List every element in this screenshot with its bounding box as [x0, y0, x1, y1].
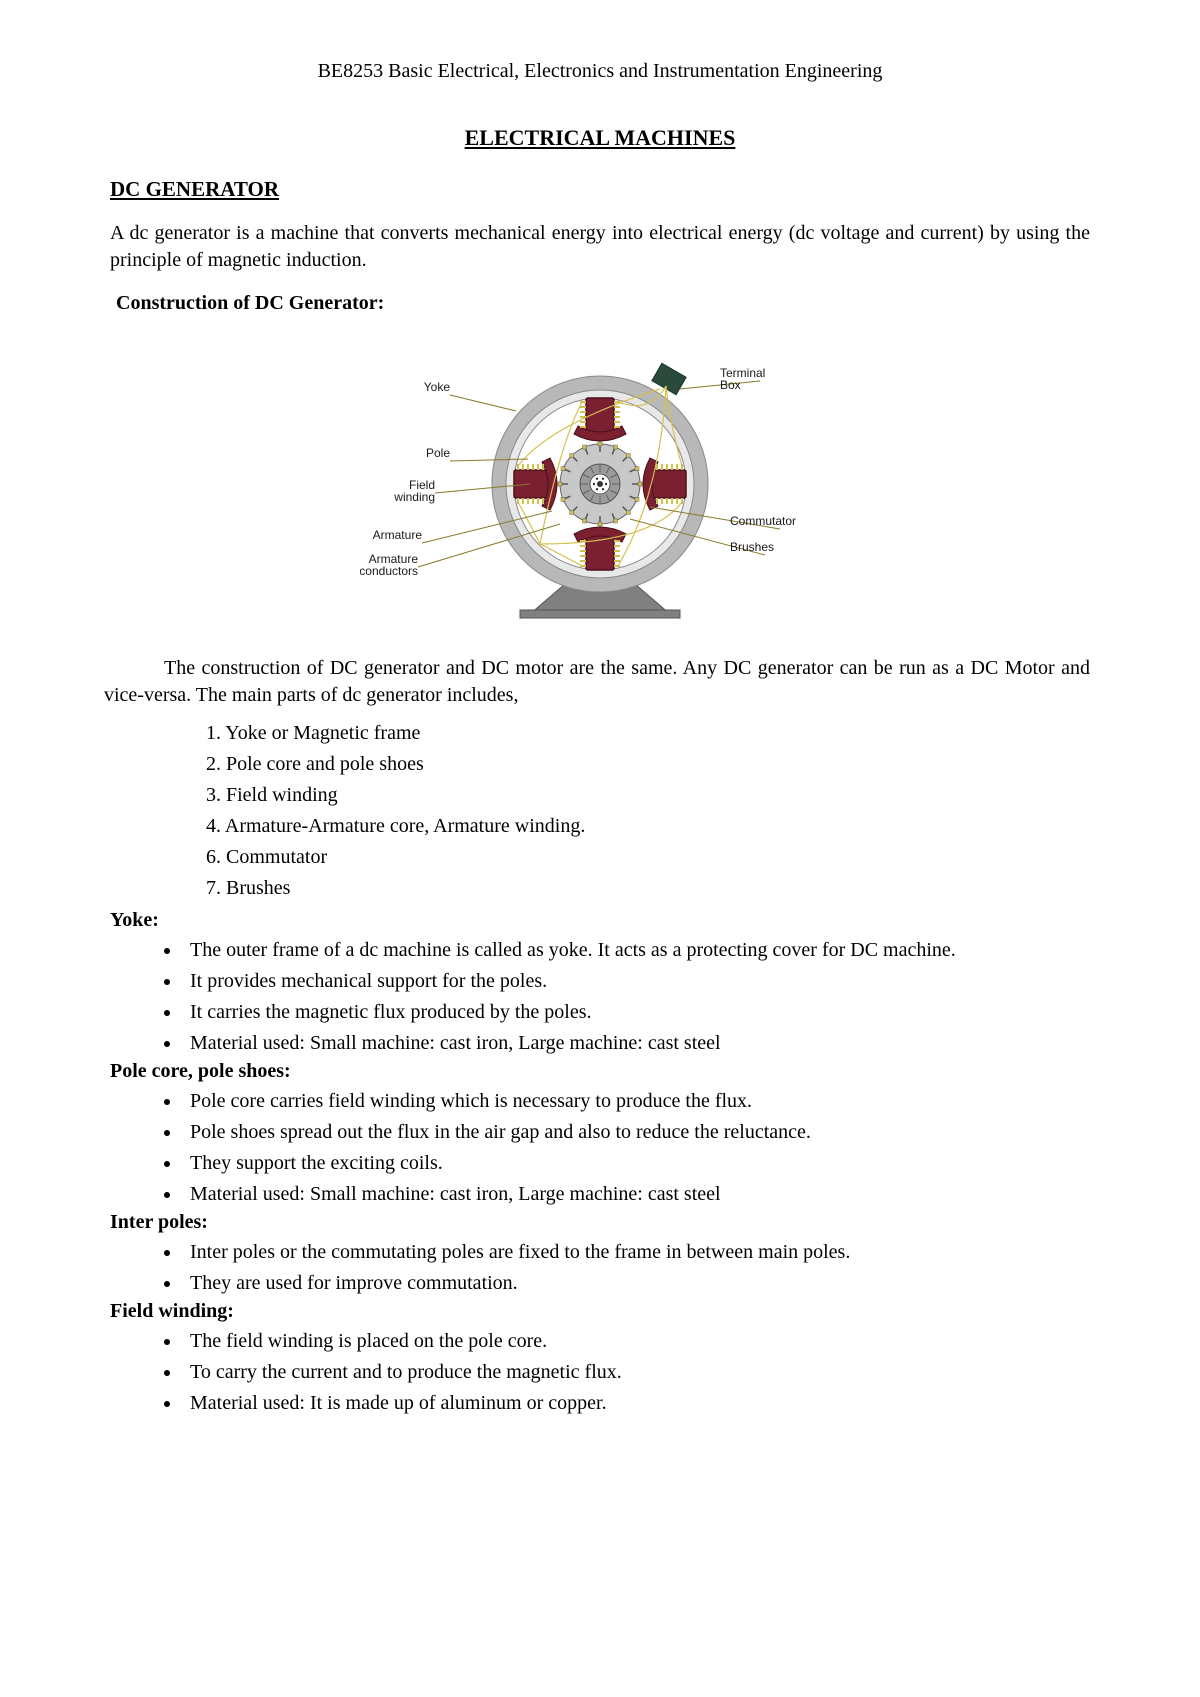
- document-page: BE8253 Basic Electrical, Electronics and…: [0, 0, 1200, 1697]
- bullet-list: The outer frame of a dc machine is calle…: [110, 936, 1090, 1058]
- bullet-item: To carry the current and to produce the …: [182, 1358, 1090, 1387]
- parts-list-item: 6. Commutator: [206, 843, 1090, 872]
- parts-list-item: 1. Yoke or Magnetic frame: [206, 719, 1090, 748]
- svg-text:Commutator: Commutator: [730, 514, 796, 528]
- svg-text:conductors: conductors: [360, 564, 418, 578]
- svg-text:Pole: Pole: [426, 446, 450, 460]
- intro-paragraph: A dc generator is a machine that convert…: [110, 220, 1090, 274]
- bullet-item: Material used: Small machine: cast iron,…: [182, 1180, 1090, 1209]
- bullet-item: The field winding is placed on the pole …: [182, 1327, 1090, 1356]
- bullet-item: They are used for improve commutation.: [182, 1269, 1090, 1298]
- subsection-heading: Inter poles:: [110, 1211, 1090, 1234]
- bullet-item: Material used: It is made up of aluminum…: [182, 1389, 1090, 1418]
- bullet-item: It provides mechanical support for the p…: [182, 967, 1090, 996]
- parts-list-item: 2. Pole core and pole shoes: [206, 750, 1090, 779]
- svg-text:winding: winding: [393, 490, 435, 504]
- page-title: ELECTRICAL MACHINES: [110, 125, 1090, 151]
- bullet-item: Pole core carries field winding which is…: [182, 1087, 1090, 1116]
- sections-container: Yoke: The outer frame of a dc machine is …: [110, 909, 1090, 1418]
- svg-text:Armature: Armature: [373, 528, 423, 542]
- bullet-list: Inter poles or the commutating poles are…: [110, 1238, 1090, 1298]
- bullet-item: It carries the magnetic flux produced by…: [182, 998, 1090, 1027]
- subsection-heading: Field winding:: [110, 1300, 1090, 1323]
- svg-text:Yoke: Yoke: [424, 380, 451, 394]
- subsection-heading: Pole core, pole shoes:: [110, 1060, 1090, 1083]
- bullet-item: They support the exciting coils.: [182, 1149, 1090, 1178]
- bullet-item: Pole shoes spread out the flux in the ai…: [182, 1118, 1090, 1147]
- section-heading-dc-generator: DC GENERATOR: [110, 177, 1090, 202]
- bullet-item: Inter poles or the commutating poles are…: [182, 1238, 1090, 1267]
- dc-generator-diagram: YokePoleFieldwindingArmatureArmaturecond…: [360, 329, 840, 639]
- bullet-list: The field winding is placed on the pole …: [110, 1327, 1090, 1418]
- svg-text:Brushes: Brushes: [730, 540, 774, 554]
- parts-list-item: 7. Brushes: [206, 874, 1090, 903]
- parts-list-item: 3. Field winding: [206, 781, 1090, 810]
- parts-list-item: 4. Armature-Armature core, Armature wind…: [206, 812, 1090, 841]
- bullet-item: The outer frame of a dc machine is calle…: [182, 936, 1090, 965]
- bullet-item: Material used: Small machine: cast iron,…: [182, 1029, 1090, 1058]
- parts-list: 1. Yoke or Magnetic frame2. Pole core an…: [206, 719, 1090, 903]
- construction-heading: Construction of DC Generator:: [116, 292, 1090, 315]
- construction-paragraph: The construction of DC generator and DC …: [104, 655, 1090, 709]
- page-header: BE8253 Basic Electrical, Electronics and…: [110, 60, 1090, 83]
- svg-text:Box: Box: [720, 378, 741, 392]
- bullet-list: Pole core carries field winding which is…: [110, 1087, 1090, 1209]
- diagram-container: YokePoleFieldwindingArmatureArmaturecond…: [110, 329, 1090, 639]
- subsection-heading: Yoke:: [110, 909, 1090, 932]
